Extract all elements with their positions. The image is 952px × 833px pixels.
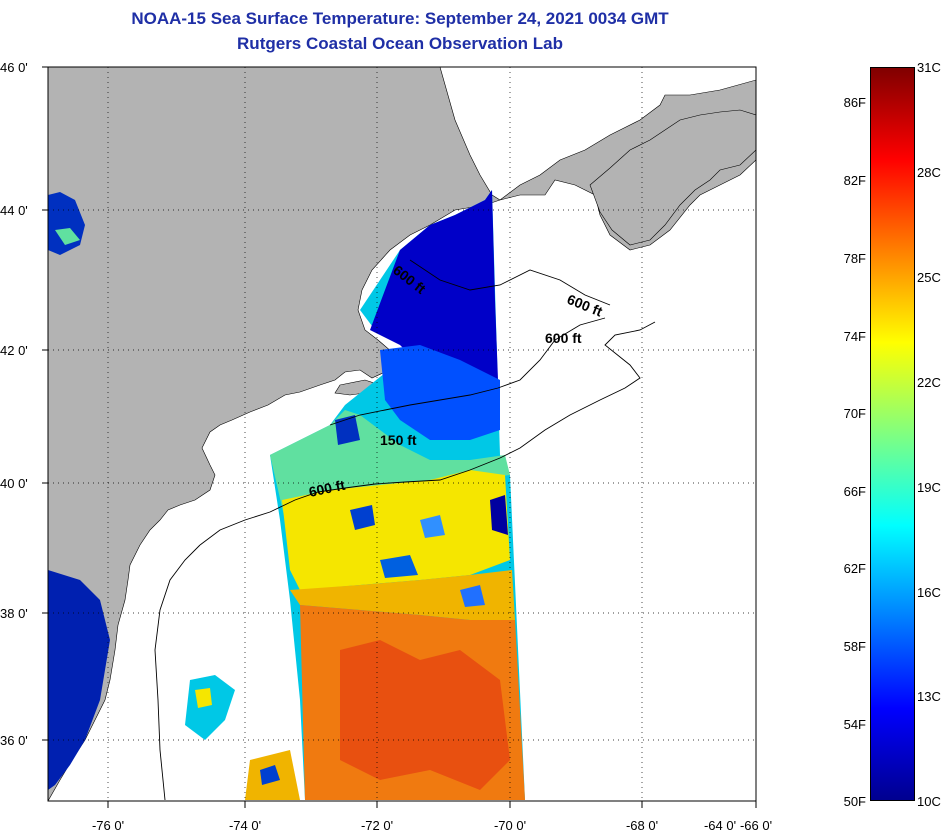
colorbar-f-62: 62F bbox=[843, 561, 866, 576]
colorbar-c-31: 31C bbox=[917, 60, 941, 75]
map-title-line2: Rutgers Coastal Ocean Observation Lab bbox=[237, 34, 563, 53]
colorbar-f-70: 70F bbox=[843, 406, 866, 421]
lat-label-46: 46 0' bbox=[0, 60, 28, 75]
contour-label-3: 600 ft bbox=[545, 330, 582, 346]
colorbar-c-10: 10C bbox=[917, 794, 941, 809]
lat-label-38: 38 0' bbox=[0, 606, 28, 621]
colorbar-f-54: 54F bbox=[843, 717, 866, 732]
contour-label-5: 600 ft bbox=[307, 477, 346, 500]
lat-label-44: 44 0' bbox=[0, 203, 28, 218]
lon-label-68: -68 0' bbox=[625, 818, 659, 833]
lat-label-40: 40 0' bbox=[0, 476, 28, 491]
lon-label-66: -66 0' bbox=[739, 818, 773, 833]
colorbar-f-74: 74F bbox=[843, 329, 866, 344]
lon-label-74: -74 0' bbox=[228, 818, 262, 833]
colorbar-c-16: 16C bbox=[917, 585, 941, 600]
colorbar-f-86: 86F bbox=[843, 95, 866, 110]
colorbar-f-82: 82F bbox=[843, 173, 866, 188]
colorbar-f-66: 66F bbox=[843, 484, 866, 499]
axis-ticks bbox=[42, 66, 757, 808]
colorbar-f-78: 78F bbox=[843, 251, 866, 266]
coastal-sst-patches bbox=[48, 192, 300, 800]
lon-label-70: -70 0' bbox=[493, 818, 527, 833]
colorbar-c-28: 28C bbox=[917, 165, 941, 180]
colorbar-c-22: 22C bbox=[917, 375, 941, 390]
colorbar-f-58: 58F bbox=[843, 639, 866, 654]
map-frame bbox=[47, 66, 757, 802]
lat-label-42: 42 0' bbox=[0, 343, 28, 358]
contour-label-4: 150 ft bbox=[380, 432, 417, 448]
isobath-contours bbox=[154, 259, 656, 801]
sst-swath bbox=[270, 190, 525, 800]
map-title-line1: NOAA-15 Sea Surface Temperature: Septemb… bbox=[131, 9, 669, 28]
colorbar-c-25: 25C bbox=[917, 270, 941, 285]
lat-label-36: 36 0' bbox=[0, 733, 28, 748]
graticule bbox=[48, 67, 756, 801]
colorbar-c-19: 19C bbox=[917, 480, 941, 495]
lon-label-72: -72 0' bbox=[360, 818, 394, 833]
temperature-colorbar bbox=[870, 67, 915, 801]
lon-label-76: -76 0' bbox=[91, 818, 125, 833]
colorbar-f-50: 50F bbox=[843, 794, 866, 809]
colorbar-c-13: 13C bbox=[917, 689, 941, 704]
lon-label-64: -64 0' bbox=[703, 818, 737, 833]
